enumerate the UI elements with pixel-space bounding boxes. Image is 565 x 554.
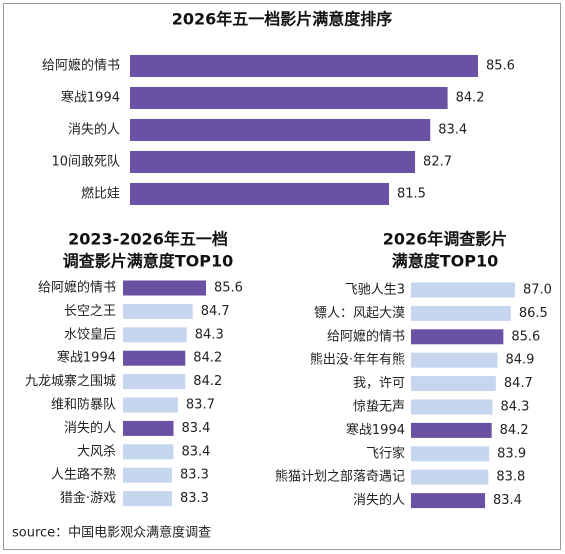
category-label: 寒战1994 (57, 350, 116, 366)
value-label: 84.3 (501, 400, 530, 415)
category-label: 给阿嬷的情书 (327, 328, 405, 344)
value-label: 87.0 (523, 283, 552, 298)
category-label: 熊猫计划之部落奇遇记 (275, 469, 405, 485)
bar (411, 493, 485, 509)
bar (130, 151, 416, 173)
category-label: 飞驰人生3 (345, 283, 405, 298)
value-label: 84.2 (500, 423, 529, 438)
category-label: 燃比娃 (81, 186, 120, 202)
bar (123, 303, 193, 319)
category-label: 给阿嬷的情书 (42, 58, 120, 74)
bar (411, 446, 490, 462)
category-label: 消失的人 (68, 122, 120, 138)
value-label: 83.8 (496, 470, 525, 485)
category-label: 飞行家 (366, 445, 405, 461)
category-label: 长空之王 (64, 304, 116, 319)
value-label: 84.2 (456, 91, 485, 106)
bar (123, 350, 186, 366)
chart-title: 调查影片满意度TOP10 (63, 252, 234, 271)
value-label: 84.7 (201, 304, 230, 319)
category-label: 我，许可 (353, 376, 405, 391)
bar (123, 491, 172, 507)
chart-title: 2026年五一档影片满意度排序 (172, 10, 393, 29)
bar (123, 397, 178, 413)
value-label: 84.2 (193, 351, 222, 366)
category-label: 寒战1994 (346, 422, 405, 438)
bar (411, 305, 511, 321)
bar (411, 329, 504, 345)
category-label: 10间敢死队 (51, 155, 120, 170)
value-label: 84.7 (504, 376, 533, 391)
category-label: 寒战1994 (61, 90, 120, 106)
bar (130, 119, 431, 141)
bar (130, 183, 389, 205)
category-label: 惊蛰无声 (353, 400, 405, 415)
bar (123, 280, 206, 296)
bar (123, 444, 174, 460)
bar (411, 469, 489, 485)
value-label: 83.3 (180, 491, 209, 506)
value-label: 81.5 (397, 187, 426, 202)
value-label: 85.6 (511, 329, 540, 344)
value-label: 83.7 (186, 398, 215, 413)
source: source：中国电影观众满意度调查 (12, 525, 211, 541)
category-label: 熊出没·年年有熊 (310, 352, 405, 368)
bar (130, 87, 448, 109)
value-label: 86.5 (519, 306, 548, 321)
bar (130, 55, 478, 77)
category-label: 猎金·游戏 (60, 490, 116, 506)
category-label: 消失的人 (353, 492, 405, 508)
bar (123, 420, 174, 436)
value-label: 85.6 (486, 59, 515, 74)
value-label: 83.9 (497, 446, 526, 461)
chart-title: 2023-2026年五一档 (68, 230, 228, 249)
category-label: 镖人：风起大漠 (314, 305, 405, 321)
value-label: 83.4 (181, 444, 210, 459)
bar (123, 327, 187, 343)
category-label: 消失的人 (64, 420, 116, 436)
value-label: 83.4 (438, 123, 467, 138)
chart-title: 满意度TOP10 (392, 252, 499, 271)
value-label: 83.4 (181, 421, 210, 436)
bar (411, 376, 496, 392)
chart-title: 2026年调查影片 (383, 230, 508, 249)
bar (123, 467, 172, 483)
bar (411, 422, 492, 438)
bar (411, 282, 515, 298)
value-label: 85.6 (214, 281, 243, 296)
value-label: 84.9 (506, 353, 535, 368)
bar (411, 352, 498, 368)
category-label: 维和防暴队 (51, 397, 116, 413)
value-label: 84.3 (195, 327, 224, 342)
category-label: 给阿嬷的情书 (38, 280, 116, 296)
value-label: 82.7 (423, 155, 452, 170)
value-label: 83.4 (493, 493, 522, 508)
category-label: 九龙城寨之围城 (25, 373, 116, 389)
value-label: 84.2 (193, 374, 222, 389)
value-label: 83.3 (180, 468, 209, 483)
category-label: 大风杀 (77, 444, 116, 459)
bar (123, 374, 186, 390)
bar (411, 399, 493, 415)
category-label: 水饺皇后 (64, 327, 116, 342)
category-label: 人生路不熟 (51, 467, 116, 483)
